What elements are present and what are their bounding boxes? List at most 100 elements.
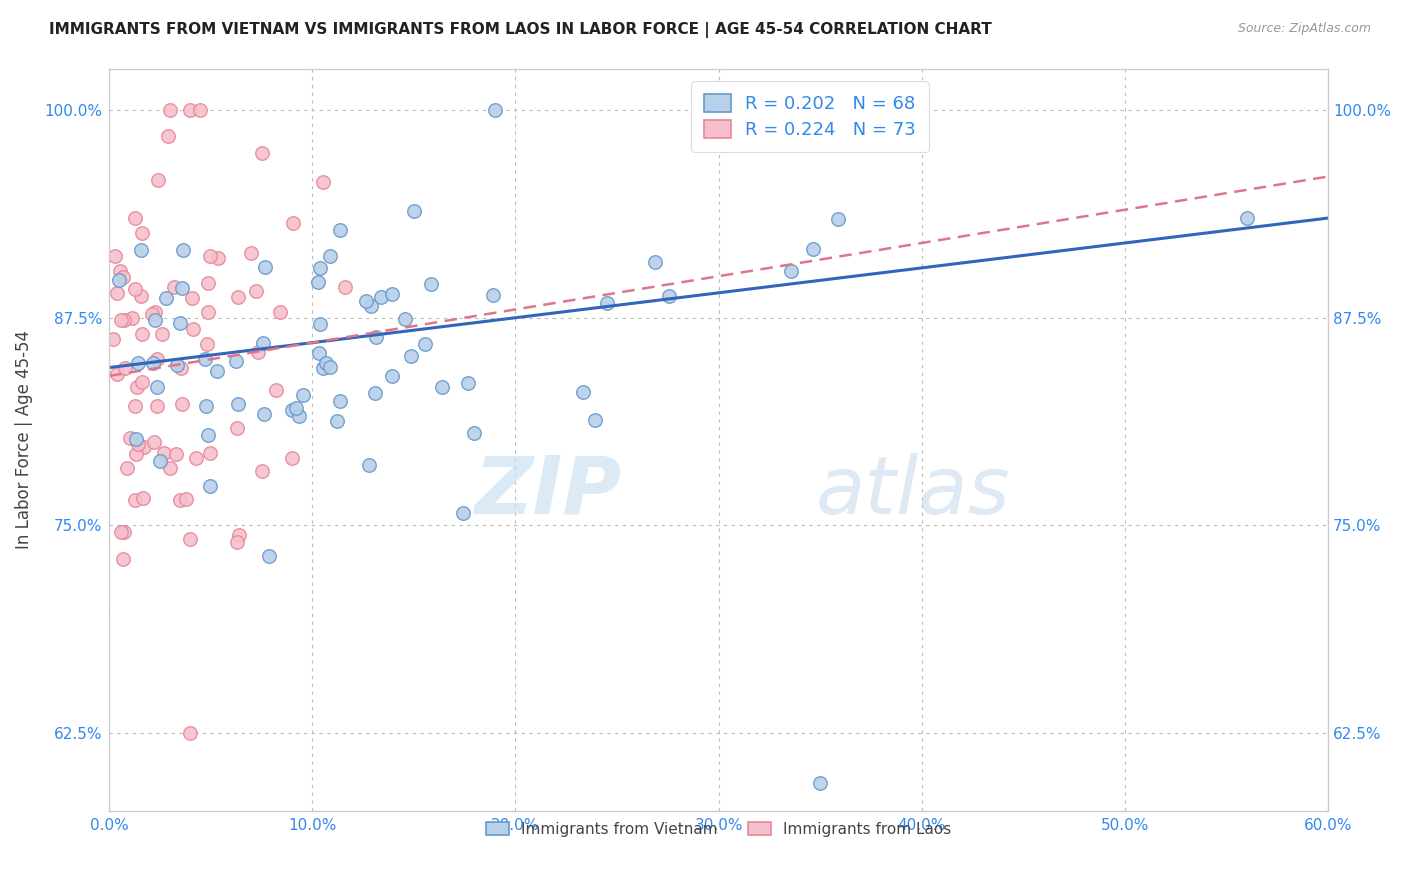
Point — [146, 399, 169, 413]
Point — [308, 318, 330, 332]
Point — [111, 552, 134, 566]
Point — [253, 260, 276, 275]
Point — [197, 276, 219, 290]
Point — [281, 403, 304, 417]
Point — [145, 380, 167, 394]
Point — [583, 413, 606, 427]
Point — [430, 380, 453, 394]
Point — [225, 354, 247, 368]
Point — [1236, 211, 1258, 225]
Point — [118, 431, 141, 445]
Point — [264, 383, 287, 397]
Point — [366, 330, 388, 344]
Point — [269, 305, 291, 319]
Point — [159, 103, 181, 117]
Point — [163, 279, 186, 293]
Point — [129, 243, 152, 257]
Point — [200, 479, 222, 493]
Point — [131, 376, 153, 390]
Text: ZIP: ZIP — [474, 453, 621, 531]
Point — [190, 103, 212, 117]
Point — [226, 397, 249, 411]
Legend: Immigrants from Vietnam, Immigrants from Laos: Immigrants from Vietnam, Immigrants from… — [478, 814, 959, 845]
Point — [107, 273, 129, 287]
Point — [404, 204, 426, 219]
Point — [370, 289, 392, 303]
Point — [484, 103, 506, 117]
Point — [357, 458, 380, 473]
Point — [132, 491, 155, 505]
Point — [197, 428, 219, 442]
Point — [644, 255, 666, 269]
Point — [181, 322, 204, 336]
Point — [114, 361, 136, 376]
Point — [307, 275, 329, 289]
Point — [152, 326, 174, 341]
Point — [245, 285, 267, 299]
Point — [329, 394, 352, 409]
Point — [228, 528, 250, 542]
Point — [124, 493, 146, 508]
Point — [110, 313, 132, 327]
Point — [198, 446, 221, 460]
Point — [364, 386, 387, 401]
Point — [124, 282, 146, 296]
Point — [112, 270, 135, 285]
Point — [308, 345, 330, 359]
Point — [827, 211, 849, 226]
Point — [125, 380, 148, 394]
Point — [170, 281, 193, 295]
Point — [124, 399, 146, 413]
Point — [312, 176, 335, 190]
Point — [319, 359, 342, 374]
Point — [131, 327, 153, 342]
Text: Source: ZipAtlas.com: Source: ZipAtlas.com — [1237, 22, 1371, 36]
Point — [170, 397, 193, 411]
Point — [399, 349, 422, 363]
Point — [481, 288, 503, 302]
Point — [127, 437, 149, 451]
Point — [356, 294, 378, 309]
Point — [333, 280, 356, 294]
Point — [394, 311, 416, 326]
Point — [195, 337, 218, 351]
Point — [808, 776, 831, 790]
Point — [207, 251, 229, 265]
Point — [194, 399, 217, 413]
Point — [596, 296, 619, 310]
Point — [131, 226, 153, 240]
Point — [197, 304, 219, 318]
Point — [101, 332, 124, 346]
Point — [179, 726, 201, 740]
Point — [124, 211, 146, 225]
Point — [176, 491, 198, 506]
Point — [381, 369, 404, 384]
Point — [169, 493, 191, 508]
Point — [159, 460, 181, 475]
Point — [121, 310, 143, 325]
Point — [129, 289, 152, 303]
Point — [110, 524, 132, 539]
Point — [572, 384, 595, 399]
Point — [207, 364, 229, 378]
Point — [780, 264, 803, 278]
Point — [127, 356, 149, 370]
Point — [457, 376, 479, 391]
Point — [309, 260, 332, 275]
Point — [288, 409, 311, 424]
Point — [104, 249, 127, 263]
Point — [143, 434, 166, 449]
Point — [451, 506, 474, 520]
Point — [319, 249, 342, 263]
Point — [252, 336, 274, 351]
Point — [226, 290, 249, 304]
Point — [108, 264, 131, 278]
Point — [143, 304, 166, 318]
Point — [157, 128, 180, 143]
Point — [172, 244, 194, 258]
Point — [179, 103, 201, 117]
Point — [112, 313, 135, 327]
Point — [169, 316, 191, 330]
Point — [329, 223, 352, 237]
Point — [257, 549, 280, 563]
